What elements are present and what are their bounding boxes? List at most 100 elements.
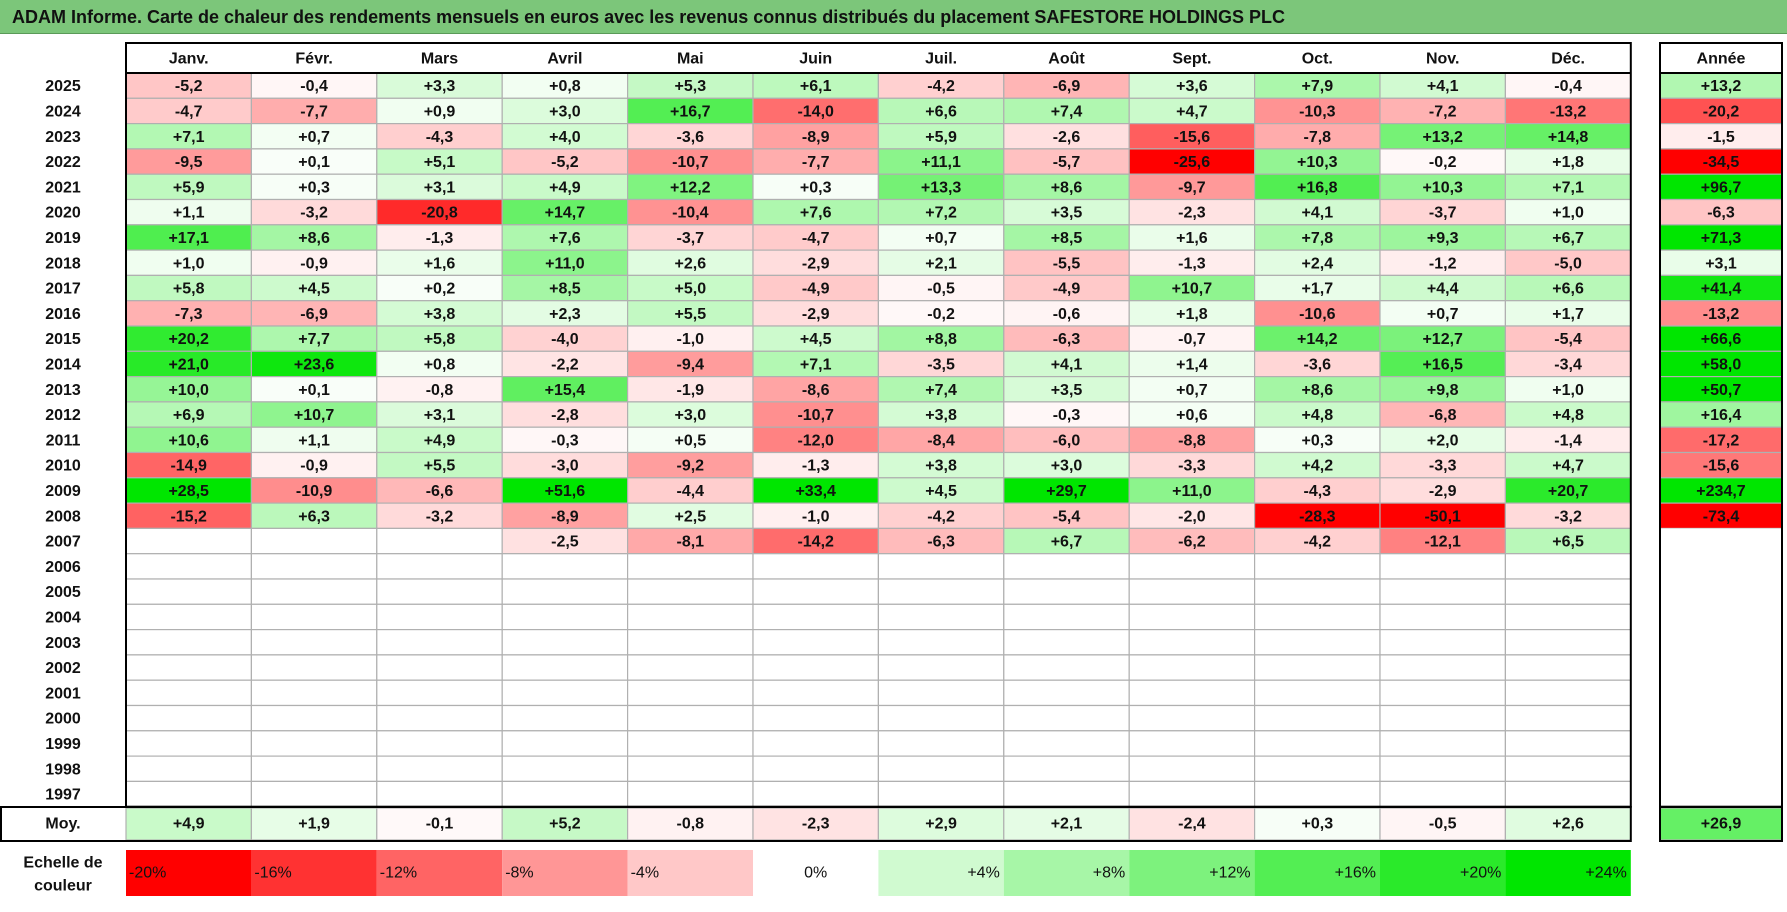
heat-cell xyxy=(250,704,378,732)
heat-cell xyxy=(1253,780,1381,808)
cell-value: +2,3 xyxy=(549,306,581,323)
heat-cell xyxy=(1128,376,1256,403)
heat-cell xyxy=(1253,578,1381,605)
cell-value: +4,5 xyxy=(925,483,957,500)
cell-value: +3,0 xyxy=(549,103,581,120)
annual-cell xyxy=(1660,756,1782,782)
heat-cell xyxy=(125,401,253,428)
heat-cell xyxy=(376,173,503,201)
cell-value: -4,2 xyxy=(927,508,955,525)
heat-cell xyxy=(125,628,253,656)
heat-cell xyxy=(626,502,754,530)
cell-value: +8,8 xyxy=(925,331,957,348)
heat-cell xyxy=(1128,679,1256,707)
heat-cell xyxy=(1003,755,1130,782)
heat-cell xyxy=(376,122,503,150)
cell-value: -8,8 xyxy=(1178,432,1206,449)
heat-cell xyxy=(1128,654,1256,681)
cell-value: -20,8 xyxy=(421,205,458,222)
cell-value: -8,9 xyxy=(551,508,579,525)
heat-cell xyxy=(1379,173,1507,201)
annual-avg-border xyxy=(1659,806,1783,842)
annual-cell xyxy=(1659,274,1783,302)
cell-value: +4,0 xyxy=(549,129,581,146)
heat-cell xyxy=(501,477,629,504)
year-label: 2025 xyxy=(45,78,81,95)
cell-value: -3,2 xyxy=(300,205,328,222)
month-header: Oct. xyxy=(1302,51,1333,68)
cell-value: +4,2 xyxy=(1302,458,1334,475)
heat-cell xyxy=(1253,451,1381,479)
cell-value: -0,9 xyxy=(300,458,328,475)
cell-value: +10,6 xyxy=(168,432,209,449)
cell-value: +5,5 xyxy=(424,458,456,475)
scale-swatch xyxy=(1129,850,1255,896)
heat-cell xyxy=(1253,704,1381,732)
cell-value: -6,0 xyxy=(1053,432,1081,449)
heat-cell xyxy=(1504,224,1632,251)
cell-value: +1,1 xyxy=(173,205,205,222)
cell-value: +7,1 xyxy=(1552,179,1584,196)
heat-cell xyxy=(877,553,1005,580)
cell-value: -28,3 xyxy=(1299,508,1336,525)
heat-cell xyxy=(125,755,253,782)
cell-value: +5,8 xyxy=(424,331,456,348)
annual-cell xyxy=(1659,350,1783,378)
cell-value: -4,3 xyxy=(1304,483,1332,500)
annual-value: +16,4 xyxy=(1701,407,1742,424)
cell-value: +0,6 xyxy=(1176,407,1208,424)
cell-value: +3,1 xyxy=(424,407,456,424)
heat-cell xyxy=(877,527,1005,555)
heat-cell xyxy=(125,603,253,631)
cell-value: -3,5 xyxy=(927,356,955,373)
avg-value: +2,9 xyxy=(925,816,957,833)
heat-cell xyxy=(1253,198,1381,226)
cell-value: -3,3 xyxy=(1429,458,1457,475)
month-header: Déc. xyxy=(1551,51,1585,68)
cell-value: +29,7 xyxy=(1046,483,1087,500)
cell-value: -10,3 xyxy=(1299,103,1336,120)
cell-value: -0,8 xyxy=(426,382,454,399)
year-label: 2005 xyxy=(45,584,81,601)
heat-cell xyxy=(376,553,503,580)
cell-value: -6,2 xyxy=(1178,534,1206,551)
cell-value: +0,3 xyxy=(800,179,832,196)
heat-cell xyxy=(376,502,503,530)
cell-value: -4,7 xyxy=(802,230,830,247)
cell-value: +10,0 xyxy=(168,382,209,399)
cell-value: +7,6 xyxy=(549,230,581,247)
avg-label: Moy. xyxy=(45,816,80,833)
cell-value: +4,4 xyxy=(1427,281,1459,298)
scale-stop-label: +20% xyxy=(1460,865,1501,882)
heat-cell xyxy=(877,704,1005,732)
cell-value: -0,3 xyxy=(551,432,579,449)
heat-cell xyxy=(1003,553,1130,580)
cell-value: -5,4 xyxy=(1053,508,1081,525)
cell-value: +4,1 xyxy=(1051,356,1083,373)
heat-cell xyxy=(1504,603,1632,631)
heat-cell xyxy=(1379,477,1507,504)
heat-cell xyxy=(1379,426,1507,454)
heat-cell xyxy=(250,477,378,504)
heat-cell xyxy=(1253,350,1381,378)
heat-cell xyxy=(250,679,378,707)
scale-stop-label: -8% xyxy=(505,865,533,882)
cell-value: +6,1 xyxy=(800,78,832,95)
year-label: 2011 xyxy=(46,432,81,449)
cell-value: +9,8 xyxy=(1427,382,1459,399)
heat-cell xyxy=(1379,350,1507,378)
cell-value: -0,6 xyxy=(1053,306,1081,323)
heat-cell xyxy=(501,148,629,175)
cell-value: -0,4 xyxy=(300,78,328,95)
cell-value: -1,2 xyxy=(1429,255,1457,272)
heat-cell xyxy=(626,325,754,352)
heat-cell xyxy=(1128,628,1256,656)
cell-value: -3,4 xyxy=(1554,356,1582,373)
heat-cell xyxy=(1003,628,1130,656)
heat-cell xyxy=(752,679,880,707)
cell-value: -14,2 xyxy=(797,534,834,551)
scale-swatch xyxy=(376,850,503,896)
heat-cell xyxy=(376,376,503,403)
cell-value: +0,3 xyxy=(298,179,330,196)
